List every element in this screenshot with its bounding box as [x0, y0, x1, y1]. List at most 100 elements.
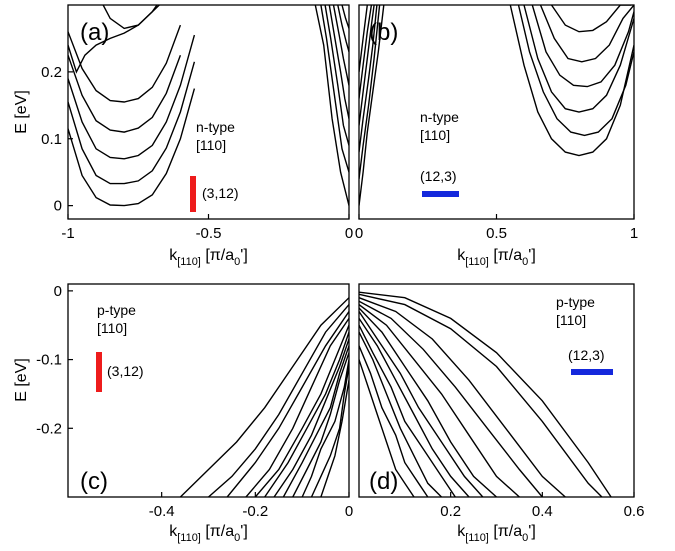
band-line [359, 5, 375, 126]
band-line [550, 5, 632, 33]
x-tick-label: 0.6 [624, 503, 645, 520]
x-tick-label: 0.2 [440, 503, 461, 520]
panel-a: -1 -0.5 0 0 0.1 0.2 E [eV] k[110] [π/a0'] (a) n-t… [13, 4, 353, 268]
band-curves [359, 5, 634, 206]
x-tick-label: -1 [61, 225, 74, 242]
x-axis-label: k[110] [π/a0'] [169, 523, 248, 544]
band-line [102, 5, 158, 30]
x-tick-label: -0.5 [196, 225, 222, 242]
band-line [517, 5, 634, 137]
panel-b: 0 0.5 1 k[110] [π/a0'] (b) n-type [110] (12,3) [355, 4, 638, 268]
band-line [68, 88, 196, 207]
axes-frame [67, 283, 350, 498]
axes-frame [358, 4, 635, 220]
x-axis-label: k[110] [π/a0'] [457, 247, 536, 268]
y-axis-label: E [eV] [13, 358, 30, 402]
band-line [359, 304, 520, 497]
band-curves [359, 291, 612, 497]
band-line [292, 352, 349, 497]
panel-label: (d) [369, 468, 398, 495]
band-line [359, 297, 566, 497]
y-tick-label: 0.1 [41, 131, 62, 148]
doping-annotation: p-type [556, 294, 595, 310]
band-line [359, 293, 603, 497]
panel-d: 0.2 0.4 0.6 k[110] [π/a0'] (d) p-type [110] (12… [358, 283, 645, 544]
band-line [359, 5, 385, 206]
band-line [320, 380, 349, 497]
doping-annotation: n-type [420, 109, 459, 125]
band-line [359, 324, 456, 497]
x-tick-label: 0.4 [532, 503, 553, 520]
x-tick-label: 0.5 [486, 225, 507, 242]
band-line [208, 304, 349, 497]
band-line [324, 5, 349, 146]
panel-c: -0.4 -0.2 0 0 -0.1 -0.2 E [eV] k[110] [π/a0'] (c… [13, 283, 353, 544]
band-line [68, 61, 196, 185]
band-line [68, 54, 182, 133]
doping-annotation: [110] [97, 320, 127, 336]
wire-size-label: (3,12) [107, 363, 144, 379]
x-tick-label: 0 [345, 503, 353, 520]
band-line [301, 359, 349, 497]
doping-annotation: [110] [420, 127, 450, 143]
band-line [359, 5, 373, 99]
y-tick-label: -0.2 [36, 420, 62, 437]
band-line [359, 300, 543, 497]
doping-annotation: p-type [97, 302, 136, 318]
band-line [359, 5, 378, 153]
x-tick-label: 1 [630, 225, 638, 242]
wire-size-label: (12,3) [420, 168, 457, 184]
x-axis-label: k[110] [π/a0'] [457, 523, 536, 544]
band-curves [68, 5, 349, 207]
band-line [359, 345, 429, 497]
band-line [359, 307, 497, 497]
band-line [245, 318, 349, 497]
band-line [282, 345, 349, 497]
band-line [359, 331, 442, 497]
band-line [328, 5, 349, 119]
band-line [359, 5, 381, 179]
x-tick-label: 0 [355, 225, 363, 242]
band-line [179, 297, 349, 497]
x-tick-label: 0 [345, 225, 353, 242]
band-line [539, 5, 634, 63]
band-line [320, 5, 349, 173]
doping-annotation: [110] [556, 312, 586, 328]
y-tick-label: 0 [54, 283, 62, 300]
band-line [509, 5, 634, 157]
band-line [359, 5, 368, 72]
wire-size-label: (3,12) [202, 185, 239, 201]
x-tick-label: -0.2 [242, 503, 268, 520]
panel-label: (b) [369, 19, 398, 46]
band-line [359, 359, 415, 497]
band-line [341, 5, 349, 29]
band-line [359, 311, 484, 497]
band-line [314, 5, 349, 206]
band-line [68, 24, 182, 103]
axes-frame [358, 283, 635, 498]
band-line [226, 311, 349, 497]
y-tick-label: 0 [54, 198, 62, 215]
band-line [359, 291, 612, 497]
band-line [332, 5, 349, 86]
y-axis-label: E [eV] [13, 90, 30, 134]
x-axis-label: k[110] [π/a0'] [169, 247, 248, 268]
doping-annotation: [110] [196, 137, 226, 153]
band-line [254, 324, 349, 497]
y-tick-label: -0.1 [36, 352, 62, 369]
y-tick-label: 0.2 [41, 64, 62, 81]
x-tick-label: -0.4 [149, 503, 175, 520]
band-line [531, 5, 634, 88]
wire-size-label: (12,3) [568, 347, 605, 363]
band-curves [179, 297, 349, 497]
band-line [273, 338, 349, 497]
band-line [68, 34, 196, 160]
band-line [264, 331, 349, 497]
band-line [337, 5, 349, 52]
panel-label: (c) [80, 468, 108, 495]
band-line [523, 5, 634, 113]
band-line [310, 366, 349, 497]
panel-label: (a) [80, 19, 109, 46]
doping-annotation: n-type [196, 119, 235, 135]
